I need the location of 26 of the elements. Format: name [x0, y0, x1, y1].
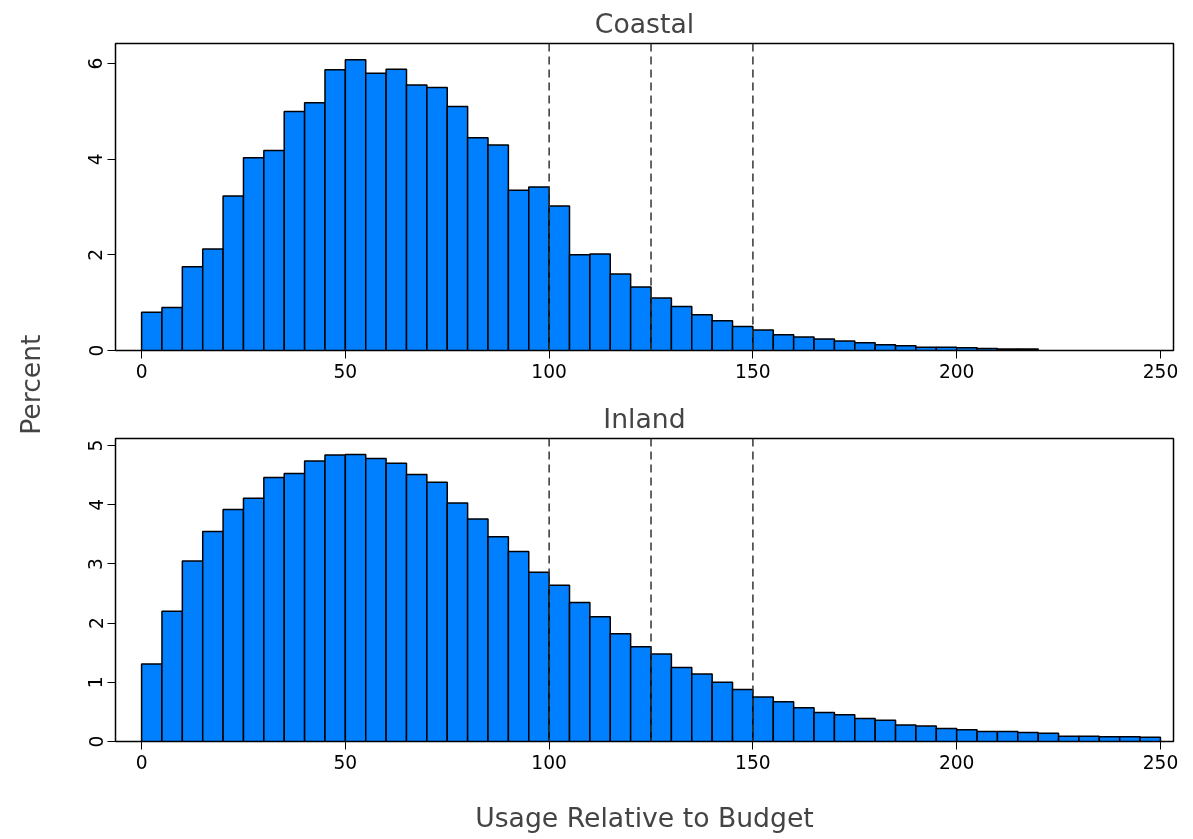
x-tick-label: 200 [938, 751, 975, 773]
x-tick-label: 250 [1142, 360, 1179, 382]
y-tick-label: 3 [85, 558, 107, 570]
x-tick-label: 50 [333, 360, 358, 382]
y-tick-label: 2 [85, 617, 107, 630]
y-tick-label: 0 [85, 344, 107, 357]
y-axis-title: Percent [15, 334, 47, 435]
y-tick-label: 0 [85, 735, 107, 748]
chart-title: Inland [603, 402, 686, 434]
chart-title: Coastal [594, 7, 695, 39]
x-tick-label: 250 [1142, 751, 1179, 773]
x-tick-label: 200 [938, 360, 975, 382]
y-tick-label: 6 [85, 57, 107, 70]
x-tick-label: 0 [135, 360, 148, 382]
y-tick-label: 1 [85, 676, 107, 689]
x-tick-label: 100 [531, 751, 567, 773]
y-tick-label: 4 [85, 153, 107, 166]
x-tick-label: 150 [735, 360, 771, 382]
y-tick-label: 4 [85, 498, 107, 511]
y-tick-label: 2 [85, 248, 107, 261]
x-tick-label: 0 [135, 751, 148, 773]
x-tick-label: 150 [735, 751, 771, 773]
x-tick-label: 100 [531, 360, 567, 382]
x-axis-title: Usage Relative to Budget [475, 801, 814, 833]
y-tick-label: 5 [85, 439, 107, 452]
x-tick-label: 50 [333, 751, 358, 773]
